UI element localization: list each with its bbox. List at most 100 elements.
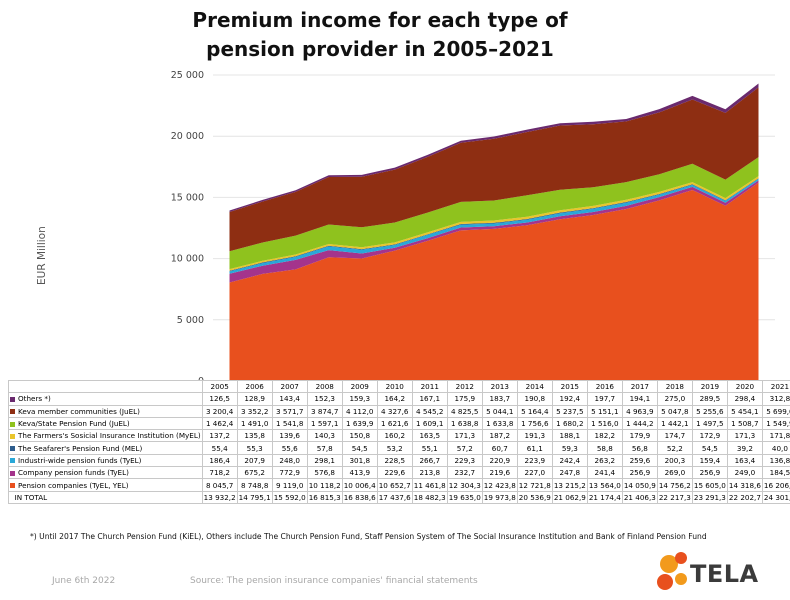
- legend-swatch: [10, 396, 15, 402]
- data-cell: 5 164,4: [516, 404, 553, 418]
- data-cell: 175,9: [446, 392, 483, 406]
- data-cell: 1 756,6: [516, 416, 553, 431]
- x-tick-label: 2017: [621, 379, 658, 394]
- row-label: Others *): [8, 392, 203, 406]
- data-cell: 55,3: [236, 441, 273, 455]
- y-tick-label: 20 000: [171, 131, 204, 142]
- data-cell: 1 516,0: [586, 416, 623, 431]
- legend-label: Pension companies (TyEL, YEL): [18, 480, 129, 490]
- data-cell: 1 621,6: [376, 416, 413, 431]
- data-cell: 219,6: [481, 466, 518, 480]
- data-cell: 56,8: [621, 441, 658, 455]
- table-row: Keva member communities (JuEL) 3 200,4 3 3…: [8, 404, 790, 418]
- data-cell: 256,9: [691, 466, 728, 480]
- data-cell: 227,0: [516, 466, 553, 480]
- data-cell: 14 795,1: [236, 490, 273, 504]
- x-tick-label: 2013: [481, 379, 518, 394]
- legend-label: The Seafarer's Pension Fund (MEL): [18, 443, 143, 453]
- data-cell: 10 118,2: [306, 478, 343, 492]
- data-cell: 298,1: [306, 453, 343, 468]
- tela-logo-text: TELA: [690, 560, 759, 588]
- data-cell: 1 541,8: [271, 416, 308, 431]
- legend-label: Company pension funds (TyEL): [18, 468, 129, 478]
- data-cell: 3 352,2: [236, 404, 273, 418]
- data-cell: 14 050,9: [621, 478, 658, 492]
- legend-label: Keva/State Pension Fund (JuEL): [18, 419, 130, 429]
- data-cell: 52,2: [656, 441, 693, 455]
- table-row: The Farmers's Sosicial Insurance Institu…: [8, 429, 790, 443]
- data-cell: 275,0: [656, 392, 693, 406]
- y-axis-label: EUR Million: [36, 226, 48, 285]
- data-cell: 4 327,6: [376, 404, 413, 418]
- data-cell: 4 825,5: [446, 404, 483, 418]
- x-tick-label: 2020: [726, 379, 763, 394]
- data-cell: 1 442,1: [656, 416, 693, 431]
- data-cell: 15 592,0: [271, 490, 308, 504]
- data-cell: 22 202,7: [726, 490, 763, 504]
- data-cell: 197,7: [586, 392, 623, 406]
- data-cell: 10 652,7: [376, 478, 413, 492]
- x-tick-label: 2014: [516, 379, 553, 394]
- data-cell: 159,3: [341, 392, 378, 406]
- data-cell: 160,2: [376, 429, 413, 443]
- data-cell: 18 482,3: [411, 490, 448, 504]
- legend-swatch: [10, 421, 15, 427]
- legend-label: The Farmers's Sosicial Insurance Institu…: [18, 431, 201, 441]
- legend-swatch: [10, 483, 15, 489]
- x-tick-label: 2018: [656, 379, 693, 394]
- row-label: Industri-wide pension funds (TyEL): [8, 453, 203, 468]
- data-cell: 61,1: [516, 441, 553, 455]
- data-cell: 301,8: [341, 453, 378, 468]
- data-cell: 5 044,1: [481, 404, 518, 418]
- data-cell: 54,5: [341, 441, 378, 455]
- data-cell: 3 874,7: [306, 404, 343, 418]
- x-tick-label: 2006: [236, 379, 273, 394]
- data-cell: 13 932,2: [201, 490, 238, 504]
- data-cell: 19 635,0: [446, 490, 483, 504]
- row-label: [8, 379, 203, 394]
- chart-area: 0 5 000 10 000 15 000 20 000 25 000: [171, 70, 775, 380]
- data-cell: 5 047,8: [656, 404, 693, 418]
- area-keva-state-pension-fund-juel: [229, 157, 759, 270]
- data-cell: 179,9: [621, 429, 658, 443]
- row-label: The Farmers's Sosicial Insurance Institu…: [8, 429, 203, 443]
- data-cell: 675,2: [236, 466, 273, 480]
- data-cell: 140,3: [306, 429, 343, 443]
- data-cell: 5 255,6: [691, 404, 728, 418]
- data-cell: 200,3: [656, 453, 693, 468]
- data-cell: 57,2: [446, 441, 483, 455]
- row-label: Company pension funds (TyEL): [8, 466, 203, 480]
- data-cell: 14 756,2: [656, 478, 693, 492]
- legend-swatch: [10, 470, 15, 476]
- legend-swatch: [10, 409, 15, 415]
- data-cell: 15 605,0: [691, 478, 728, 492]
- x-tick-label: 2009: [341, 379, 378, 394]
- data-cell: 174,7: [656, 429, 693, 443]
- row-label: Keva member communities (JuEL): [8, 404, 203, 418]
- x-tick-label: 2021: [761, 379, 790, 394]
- data-cell: 54,5: [691, 441, 728, 455]
- data-cell: 192,4: [551, 392, 588, 406]
- data-cell: 298,4: [726, 392, 763, 406]
- data-cell: 172,9: [691, 429, 728, 443]
- data-cell: 9 119,0: [271, 478, 308, 492]
- table-row: Pension companies (TyEL, YEL) 8 045,7 8 74…: [8, 478, 790, 492]
- data-cell: 4 545,2: [411, 404, 448, 418]
- data-cell: 171,3: [726, 429, 763, 443]
- y-tick-label: 15 000: [171, 192, 204, 203]
- table-row: Industri-wide pension funds (TyEL) 186,4 2…: [8, 453, 790, 468]
- y-tick-label: 25 000: [171, 70, 204, 81]
- data-cell: 242,4: [551, 453, 588, 468]
- data-cell: 17 437,6: [376, 490, 413, 504]
- data-cell: 213,8: [411, 466, 448, 480]
- data-cell: 182,2: [586, 429, 623, 443]
- data-cell: 3 571,7: [271, 404, 308, 418]
- data-cell: 4 963,9: [621, 404, 658, 418]
- data-cell: 55,4: [201, 441, 238, 455]
- legend-label: IN TOTAL: [10, 492, 48, 502]
- data-cell: 1 549,9: [761, 416, 790, 431]
- data-cell: 58,8: [586, 441, 623, 455]
- data-cell: 229,6: [376, 466, 413, 480]
- data-cell: 19 973,8: [481, 490, 518, 504]
- legend-label: Keva member communities (JuEL): [18, 406, 140, 416]
